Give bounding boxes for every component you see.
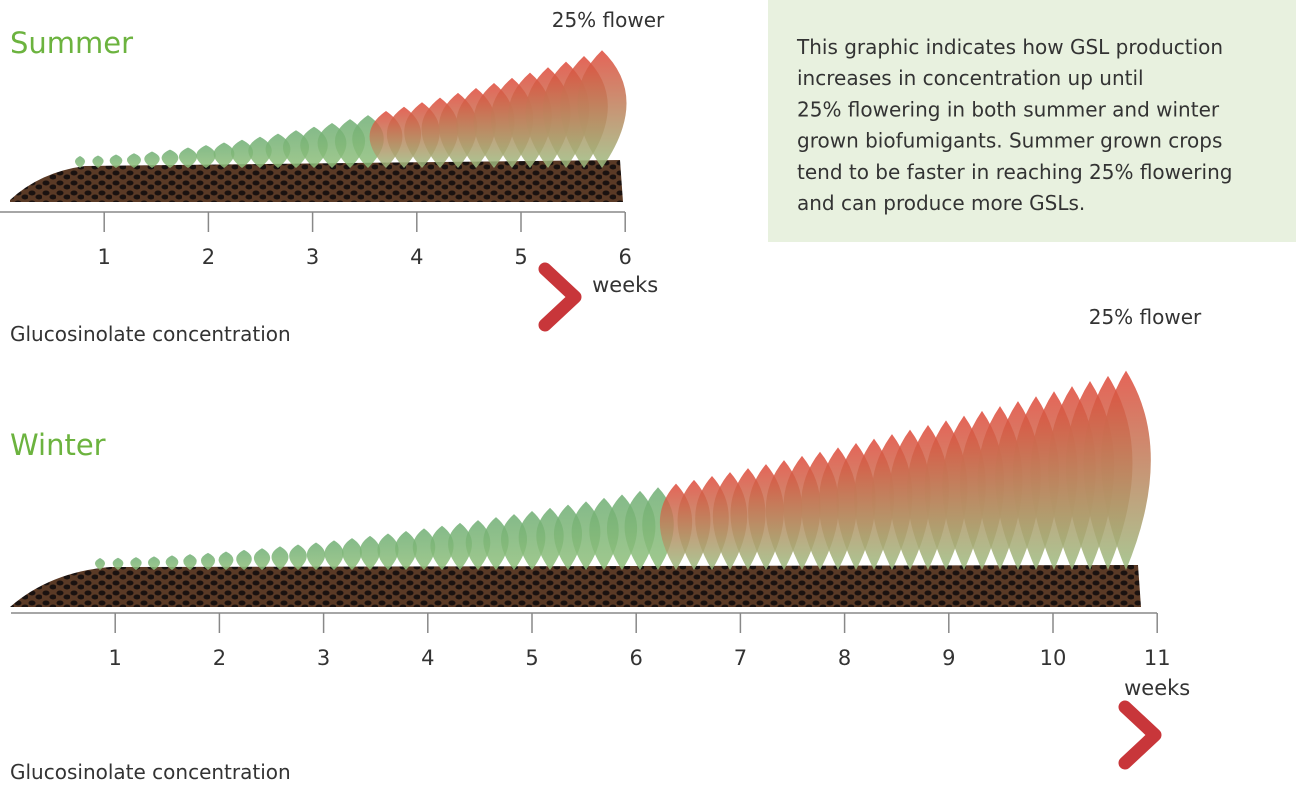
plant (324, 540, 344, 570)
plant (200, 552, 216, 570)
tick-label: 6 (619, 245, 632, 269)
tick-label: 5 (525, 646, 538, 670)
info-line: 25% flowering in both summer and winter (797, 97, 1220, 121)
plant (218, 551, 234, 570)
summer-title: Summer (10, 26, 133, 60)
plant (126, 153, 142, 168)
summer-soil (10, 160, 623, 202)
tick-label: 2 (213, 646, 226, 670)
unit-label: weeks (1124, 676, 1190, 700)
plant (165, 555, 179, 570)
winter-title: Winter (10, 428, 106, 462)
tick-label: 4 (421, 646, 434, 670)
flower-label: 25% flower (552, 8, 665, 32)
plant (183, 554, 197, 570)
tick-label: 11 (1144, 646, 1171, 670)
info-line: grown biofumigants. Summer grown crops (797, 129, 1222, 153)
plant (75, 156, 85, 168)
plant (430, 525, 454, 570)
plant (236, 549, 252, 570)
plant (306, 542, 326, 570)
plant (577, 50, 627, 168)
plant (230, 139, 254, 168)
plant (95, 558, 105, 570)
plant (359, 535, 381, 570)
arrow-head (1118, 700, 1162, 770)
info-box (768, 0, 1296, 242)
plant (377, 533, 399, 570)
tick-label: 7 (734, 646, 747, 670)
plant (342, 538, 362, 570)
plant (465, 520, 491, 570)
winter-soil (10, 565, 1141, 607)
tick-label: 8 (838, 646, 851, 670)
plant (412, 528, 436, 570)
plant (130, 557, 142, 570)
plant (483, 517, 509, 570)
plant (248, 136, 272, 168)
plant (147, 556, 161, 570)
tick-label: 3 (317, 646, 330, 670)
tick-label: 1 (98, 245, 111, 269)
plant (92, 155, 104, 168)
info-line: and can produce more GSLs. (797, 191, 1085, 215)
tick-label: 6 (630, 646, 643, 670)
plant (109, 154, 123, 168)
flower-label: 25% flower (1089, 305, 1202, 329)
arrow-label: Glucosinolate concentration (10, 760, 291, 784)
tick-label: 9 (942, 646, 955, 670)
tick-label: 3 (306, 245, 319, 269)
tick-label: 2 (202, 245, 215, 269)
plant (271, 546, 289, 570)
tick-label: 10 (1040, 646, 1067, 670)
plant (161, 149, 179, 168)
plant (448, 522, 472, 570)
arrow-label: Glucosinolate concentration (10, 322, 291, 346)
info-line: tend to be faster in reaching 25% flower… (797, 160, 1232, 184)
unit-label: weeks (592, 273, 658, 297)
plant (178, 147, 198, 168)
info-text: This graphic indicates how GSL productio… (796, 35, 1232, 215)
plant (144, 151, 160, 168)
info-line: increases in concentration up until (797, 66, 1144, 90)
plant (112, 557, 124, 570)
plant (196, 145, 216, 168)
info-line: This graphic indicates how GSL productio… (796, 35, 1223, 59)
tick-label: 4 (410, 245, 423, 269)
arrow-head (538, 262, 582, 332)
plant (395, 530, 417, 570)
plant (213, 142, 235, 168)
tick-label: 5 (514, 245, 527, 269)
tick-label: 1 (109, 646, 122, 670)
plant (289, 544, 307, 570)
plant (1101, 370, 1151, 570)
plant (253, 548, 271, 570)
